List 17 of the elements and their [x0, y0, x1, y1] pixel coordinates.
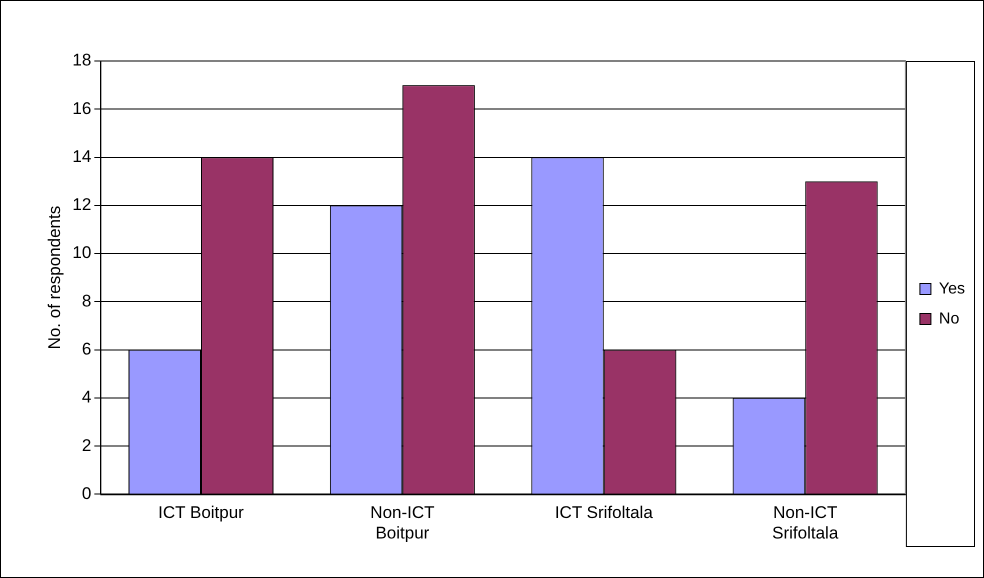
y-tick-label: 16 [72, 98, 92, 118]
legend-label: No [938, 310, 960, 328]
y-tick-label: 8 [82, 291, 92, 310]
y-tick-label: 0 [82, 484, 92, 503]
y-tick-label: 18 [72, 50, 92, 70]
y-tick-label: 12 [72, 195, 92, 214]
x-tick-label: Non-ICT Boitpur [370, 503, 435, 542]
y-tick-label: 14 [72, 146, 92, 166]
y-tick-label: 6 [82, 339, 92, 358]
y-axis-title: No. of respondents [44, 206, 64, 350]
x-tick-label: Non-ICT Srifoltala [772, 503, 839, 542]
legend-label: Yes [938, 280, 966, 298]
y-tick-label: 10 [72, 243, 92, 262]
y-tick-label: 2 [82, 436, 92, 455]
x-tick-label: ICT Boitpur [158, 503, 244, 522]
x-tick-label: ICT Srifoltala [554, 503, 654, 522]
y-tick-label: 4 [82, 388, 92, 407]
